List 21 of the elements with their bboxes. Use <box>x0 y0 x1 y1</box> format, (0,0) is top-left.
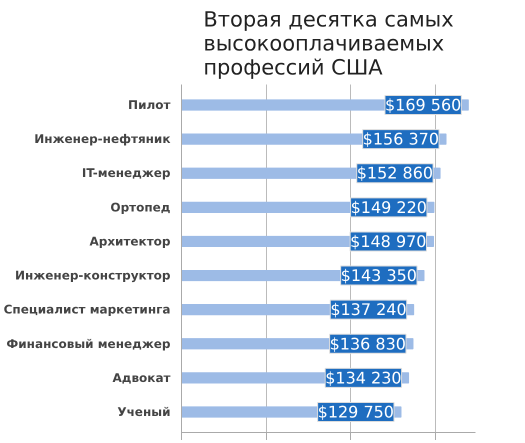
data-label: $134 230 <box>325 368 402 388</box>
y-tick-label: Ортопед <box>110 200 171 214</box>
data-label: $149 220 <box>350 198 427 217</box>
data-label: $148 970 <box>350 232 426 251</box>
data-label: $169 560 <box>384 95 462 114</box>
y-tick-label: Адвокат <box>112 370 171 385</box>
y-tick-label: Финансовый менеджер <box>6 336 171 351</box>
y-tick-label: Архитектор <box>89 234 171 248</box>
y-tick-label: Инженер-нефтяник <box>34 132 171 146</box>
data-label: $129 750 <box>318 402 394 422</box>
y-tick-label: Ученый <box>117 405 171 420</box>
data-label: $143 350 <box>340 266 417 286</box>
y-tick-label: Специалист маркетинга <box>4 302 171 317</box>
y-tick-label: Пилот <box>128 98 171 112</box>
y-tick-label: Инженер-конструктор <box>14 268 171 283</box>
data-label: $137 240 <box>330 300 407 320</box>
chart-title: Вторая десятка самых высокооплачиваемых профессий США <box>203 8 454 80</box>
y-tick-label: IT-менеджер <box>82 166 171 180</box>
data-label: $152 860 <box>356 164 434 183</box>
data-label: $156 370 <box>362 130 440 149</box>
data-label: $136 830 <box>330 334 406 354</box>
